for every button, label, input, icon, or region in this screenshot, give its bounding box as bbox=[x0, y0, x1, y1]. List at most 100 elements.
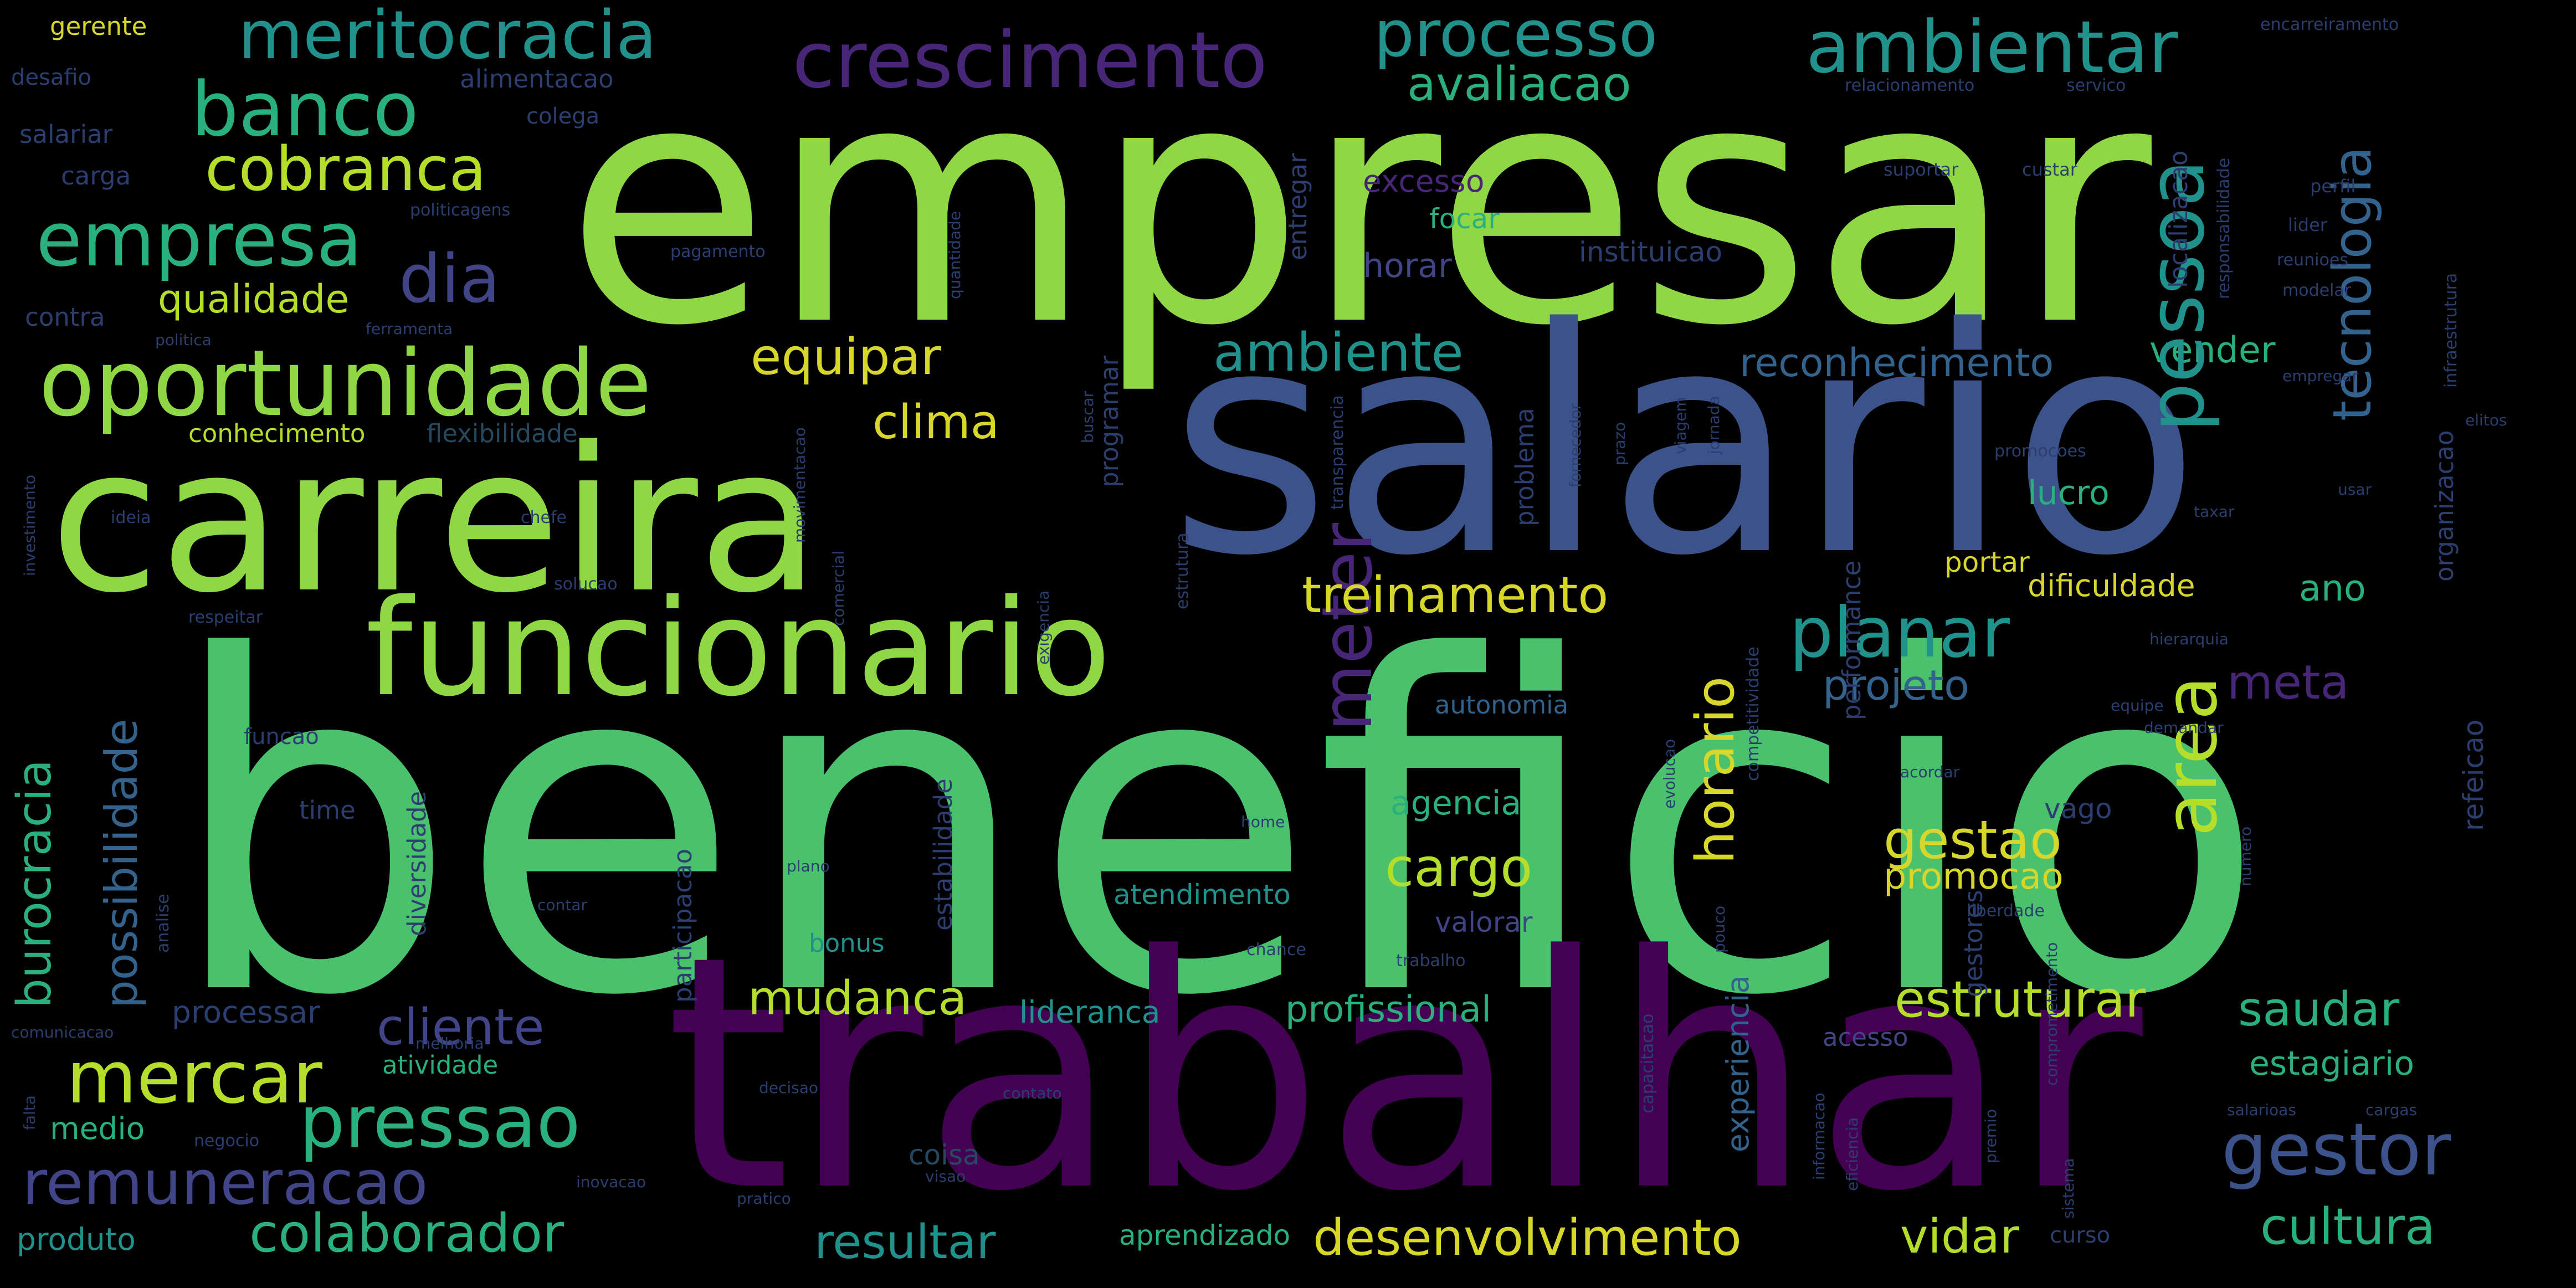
word-colaborador: colaborador bbox=[249, 1203, 565, 1264]
word-performance: performance bbox=[1837, 560, 1866, 720]
word-exigencia: exigencia bbox=[1034, 590, 1053, 665]
word-saudar: saudar bbox=[2238, 982, 2400, 1037]
word-promocao: promocao bbox=[1884, 856, 2064, 897]
word-beneficio: beneficio bbox=[166, 561, 2267, 1096]
word-infraestrutura: infraestrutura bbox=[2441, 273, 2461, 388]
word-comunicacao: comunicacao bbox=[11, 1023, 114, 1041]
word-fornecedor: fornecedor bbox=[1566, 403, 1584, 488]
word-valorar: valorar bbox=[1435, 906, 1533, 938]
word-jornada: jornada bbox=[1705, 396, 1723, 454]
word-possibilidade: possibilidade bbox=[96, 719, 147, 1008]
word-gestores: gestores bbox=[1959, 890, 1988, 997]
word-decisao: decisao bbox=[759, 1079, 819, 1097]
word-atendimento: atendimento bbox=[1113, 879, 1291, 911]
word-quantidade: quantidade bbox=[946, 211, 964, 299]
word-pouco: pouco bbox=[1710, 905, 1728, 953]
word-agencia: agencia bbox=[1390, 784, 1522, 823]
word-informacao: informacao bbox=[1810, 1092, 1828, 1180]
word-taxar: taxar bbox=[2194, 502, 2235, 521]
word-cliente: cliente bbox=[377, 998, 545, 1056]
word-competitividade: competitividade bbox=[1743, 646, 1763, 781]
word-prazo: prazo bbox=[1610, 422, 1629, 465]
word-analise: analise bbox=[153, 894, 173, 953]
word-lucro: lucro bbox=[2028, 474, 2110, 512]
word-flexibilidade: flexibilidade bbox=[427, 419, 578, 448]
word-processar: processar bbox=[172, 994, 320, 1030]
word-acordar: acordar bbox=[1900, 763, 1960, 781]
word-salariar: salariar bbox=[19, 120, 113, 149]
word-ambientar: ambientar bbox=[1806, 5, 2178, 89]
word-localizacao: localizacao bbox=[2164, 150, 2193, 288]
word-dificuldade: dificuldade bbox=[2028, 568, 2195, 603]
word-remuneracao: remuneracao bbox=[22, 1147, 428, 1218]
word-ambiente: ambiente bbox=[1213, 322, 1464, 383]
word-resultar: resultar bbox=[814, 1215, 996, 1270]
word-home: home bbox=[1241, 813, 1285, 831]
word-investimento: investimento bbox=[20, 474, 39, 576]
word-hierarquia: hierarquia bbox=[2149, 630, 2229, 648]
word-respeitar: respeitar bbox=[188, 608, 263, 627]
word-cultura: cultura bbox=[2260, 1198, 2436, 1256]
word-reunioes: reunioes bbox=[2277, 250, 2348, 270]
word-refeicao: refeicao bbox=[2457, 719, 2490, 831]
word-salarioas: salarioas bbox=[2227, 1101, 2296, 1119]
word-instituicao: instituicao bbox=[1579, 236, 1723, 268]
word-processo: processo bbox=[1374, 0, 1658, 71]
word-servico: servico bbox=[2066, 76, 2126, 95]
word-empregar: empregar bbox=[2282, 367, 2358, 385]
word-conhecimento: conhecimento bbox=[188, 419, 366, 448]
word-solucao: solucao bbox=[554, 574, 618, 594]
word-excesso: excesso bbox=[1363, 163, 1485, 199]
word-plano: plano bbox=[787, 857, 830, 875]
word-mudanca: mudanca bbox=[748, 971, 967, 1026]
word-liberdade: liberdade bbox=[1967, 901, 2045, 921]
word-horario: horario bbox=[1685, 676, 1746, 864]
word-suportar: suportar bbox=[1884, 159, 1959, 180]
word-produto: produto bbox=[17, 1222, 136, 1257]
word-funcionario: funcionario bbox=[366, 571, 1111, 726]
word-demandar: demandar bbox=[2144, 719, 2224, 737]
word-colega: colega bbox=[526, 104, 600, 129]
word-trabalho: trabalho bbox=[1396, 951, 1466, 971]
word-politica: politica bbox=[155, 331, 212, 349]
word-projeto: projeto bbox=[1823, 661, 1969, 710]
word-empresa: empresa bbox=[36, 196, 362, 283]
word-meta: meta bbox=[2227, 655, 2349, 710]
word-ferramenta: ferramenta bbox=[366, 320, 453, 338]
word-estrutura: estrutura bbox=[1173, 532, 1192, 609]
word-pratico: pratico bbox=[737, 1189, 791, 1208]
word-desafio: desafio bbox=[11, 65, 92, 90]
word-promocoes: promocoes bbox=[1994, 442, 2086, 461]
word-oportunidade: oportunidade bbox=[39, 330, 652, 437]
word-ano: ano bbox=[2299, 568, 2366, 609]
word-empresar: empresar bbox=[565, 11, 2152, 398]
word-usar: usar bbox=[2338, 480, 2372, 499]
word-falta: falta bbox=[20, 1095, 39, 1130]
word-viagem: viagem bbox=[1671, 397, 1690, 454]
word-lider: lider bbox=[2288, 214, 2327, 235]
word-burocracia: burocracia bbox=[7, 759, 62, 1008]
word-qualidade: qualidade bbox=[158, 276, 350, 322]
word-sistema: sistema bbox=[2059, 1158, 2077, 1219]
word-ideia: ideia bbox=[111, 508, 151, 527]
word-contra: contra bbox=[25, 302, 105, 332]
word-time: time bbox=[299, 796, 356, 825]
word-participacao: participacao bbox=[668, 848, 697, 1003]
word-gestao: gestao bbox=[1884, 810, 2062, 871]
word-estabilidade: estabilidade bbox=[928, 778, 958, 931]
word-curso: curso bbox=[2050, 1223, 2111, 1248]
word-desenvolvimento: desenvolvimento bbox=[1313, 1209, 1742, 1267]
word-contar: contar bbox=[537, 896, 587, 914]
word-movimentacao: movimentacao bbox=[791, 427, 809, 543]
word-entregar: entregar bbox=[1283, 153, 1312, 260]
word-transparencia: transparencia bbox=[1328, 395, 1347, 510]
word-carga: carga bbox=[61, 161, 131, 191]
word-chance: chance bbox=[1246, 940, 1306, 959]
word-meter: meter bbox=[1307, 523, 1388, 731]
word-acesso: acesso bbox=[1823, 1023, 1908, 1052]
word-bonus: bonus bbox=[809, 928, 885, 958]
word-capacitacao: capacitacao bbox=[1638, 1013, 1658, 1113]
word-evolucao: evolucao bbox=[1660, 738, 1679, 809]
word-buscar: buscar bbox=[1079, 391, 1097, 443]
